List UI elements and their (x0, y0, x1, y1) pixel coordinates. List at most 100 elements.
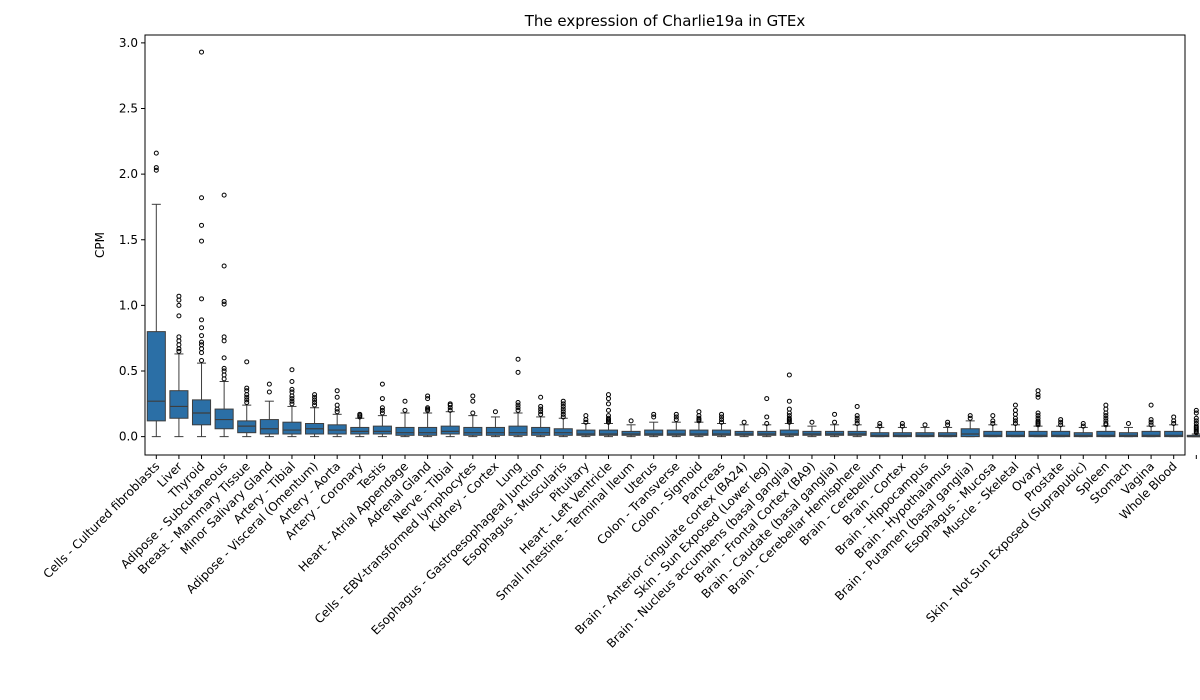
iqr-box (689, 429, 709, 436)
outlier-point (470, 398, 476, 404)
outlier-point (786, 415, 792, 421)
outlier-point (560, 414, 566, 420)
box-group (576, 413, 596, 438)
iqr-box (847, 430, 867, 436)
iqr-box (191, 399, 212, 426)
outlier-point (221, 355, 227, 361)
outlier-point (312, 397, 318, 403)
chart-title: The expression of Charlie19a in GTEx (524, 12, 806, 30)
iqr-box (440, 425, 460, 435)
outlier-point (515, 356, 521, 362)
outlier-point (199, 333, 205, 339)
box-group (1051, 417, 1071, 438)
outlier-point (221, 192, 227, 198)
box-group (689, 409, 709, 438)
outlier-point (1035, 413, 1041, 419)
outlier-point (673, 411, 679, 417)
outlier-point (538, 409, 544, 415)
box-group (463, 393, 483, 438)
outlier-point (990, 421, 996, 426)
outlier-point (696, 415, 702, 421)
axes-frame (144, 34, 1186, 456)
outlier-point (244, 400, 250, 405)
outlier-point (176, 302, 182, 308)
outlier-point (176, 334, 182, 340)
outlier-point (560, 398, 566, 404)
outlier-point (1103, 406, 1109, 412)
iqr-box (237, 420, 257, 434)
iqr-box (531, 426, 551, 436)
box-group (282, 367, 302, 438)
outlier-point (1035, 388, 1041, 394)
outlier-point (560, 403, 566, 409)
outlier-point (334, 394, 340, 400)
outlier-point (854, 418, 860, 424)
box-group (508, 356, 528, 438)
outlier-point (1171, 421, 1177, 426)
outlier-point (719, 419, 725, 425)
outlier-point (696, 413, 702, 419)
iqr-box (779, 429, 799, 436)
outlier-point (945, 419, 951, 425)
iqr-box (915, 432, 935, 438)
outlier-point (1035, 415, 1041, 421)
outlier-point (1103, 415, 1109, 421)
box-group (892, 421, 912, 438)
outlier-point (538, 394, 544, 400)
outlier-point (492, 409, 498, 415)
outlier-point (1012, 402, 1018, 408)
y-tick-label: 0.0 (119, 430, 138, 444)
outlier-point (447, 401, 453, 407)
outlier-point (1103, 402, 1109, 408)
outlier-point (1103, 421, 1109, 426)
outlier-point (786, 372, 792, 378)
outlier-point (515, 402, 521, 408)
y-tick-label: 0.5 (119, 364, 138, 378)
box-group (847, 403, 867, 438)
iqr-box (1164, 430, 1184, 438)
box-group (169, 293, 189, 438)
box-group (644, 411, 664, 438)
outlier-point (289, 393, 295, 399)
outlier-point (786, 398, 792, 404)
outlier-point (1035, 410, 1041, 416)
outlier-point (244, 394, 250, 400)
outlier-point (199, 346, 205, 352)
outlier-point (1193, 418, 1199, 424)
outlier-point (1171, 414, 1177, 420)
outlier-point (402, 407, 408, 413)
outlier-point (289, 367, 295, 373)
box-group (305, 392, 325, 438)
outlier-point (538, 406, 544, 412)
iqr-box (327, 424, 347, 435)
outlier-point (1035, 392, 1041, 398)
outlier-point (312, 402, 318, 408)
iqr-box (395, 426, 415, 436)
outlier-point (1035, 418, 1041, 424)
iqr-box (1028, 430, 1048, 438)
iqr-box (960, 428, 980, 438)
box-group (757, 396, 777, 438)
outlier-point (312, 400, 318, 405)
box-group (1073, 421, 1093, 438)
iqr-box (1073, 432, 1093, 438)
outlier-point (832, 411, 838, 417)
outlier-point (176, 297, 182, 303)
outlier-point (809, 419, 815, 425)
iqr-box (938, 432, 958, 438)
outlier-point (470, 410, 476, 416)
outlier-point (244, 385, 250, 391)
box-group (1028, 388, 1048, 438)
outlier-point (199, 317, 205, 323)
outlier-point (899, 423, 905, 429)
box-group (983, 413, 1003, 438)
box-group (327, 388, 347, 438)
outlier-point (334, 388, 340, 394)
outlier-point (786, 410, 792, 416)
outlier-point (244, 397, 250, 403)
box-group (259, 381, 279, 438)
box-group (1164, 414, 1184, 438)
x-axis: Cells - Cultured fibroblastsLiverThyroid… (40, 455, 1197, 651)
outlier-point (334, 409, 340, 415)
outlier-point (990, 418, 996, 424)
